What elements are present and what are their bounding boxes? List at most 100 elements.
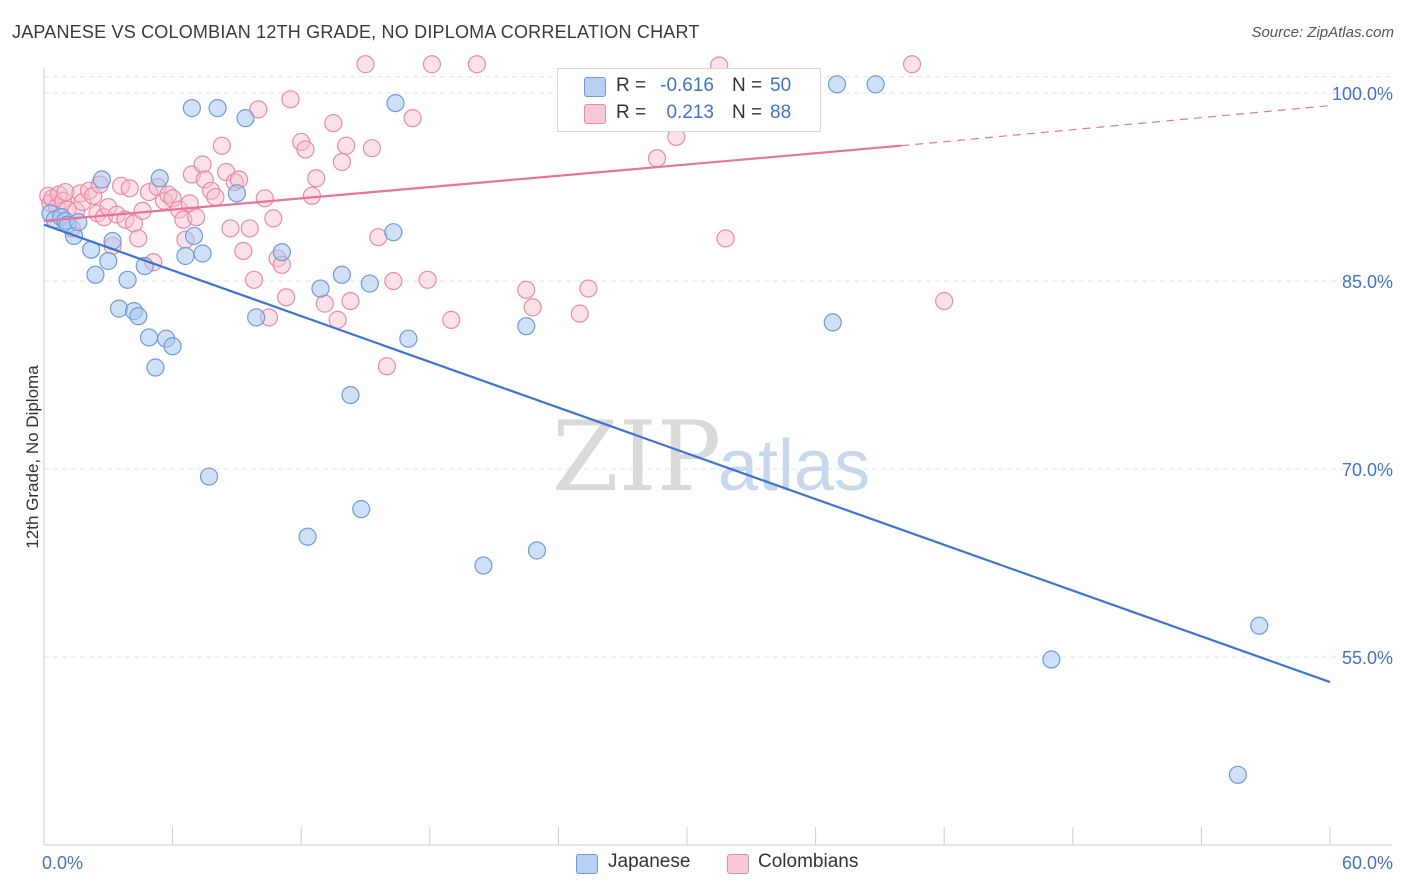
colombians-point (467, 55, 487, 74)
colombians-point (332, 152, 352, 172)
watermark-atlas: atlas (718, 426, 870, 506)
colombians-point (234, 241, 253, 261)
colombians-point (187, 208, 206, 227)
colombians-point (935, 292, 954, 311)
colombians-point (193, 155, 212, 174)
chart-title: JAPANESE VS COLOMBIAN 12TH GRADE, NO DIP… (12, 22, 700, 42)
japanese-point (182, 99, 201, 118)
colombians-point (277, 288, 296, 307)
japanese-point (360, 274, 379, 293)
japanese-point (176, 246, 195, 266)
japanese-point (199, 467, 219, 486)
japanese-point (247, 308, 266, 327)
japanese-point (341, 385, 360, 405)
x-tick-label: 60.0% (1342, 853, 1393, 873)
colombians-point (315, 294, 334, 313)
japanese-point (311, 279, 330, 298)
japanese-point (386, 93, 405, 113)
colombians-trendline-extension (901, 104, 1331, 147)
colombians-point (240, 219, 259, 238)
colombians-point (579, 279, 598, 298)
japanese-point (139, 328, 159, 347)
colombians-point (206, 187, 225, 207)
colombians-point (129, 229, 148, 248)
colombians-point (244, 270, 264, 289)
bottom-legend-swatch-japanese (576, 854, 598, 874)
japanese-point (384, 223, 403, 242)
colombians-point (281, 90, 300, 109)
japanese-point (184, 226, 204, 246)
colombians-point (212, 136, 231, 155)
legend-n-value: 50 (770, 75, 792, 96)
japanese-point (208, 99, 227, 118)
tick-labels: 55.0% 70.0% 85.0% 100.0% 0.0% 60.0% (42, 84, 1393, 873)
colombians-point (384, 271, 403, 291)
colombians-point (195, 170, 214, 189)
japanese-point (399, 329, 418, 348)
colombians-point (116, 210, 135, 229)
japanese-point (129, 307, 148, 326)
colombians-point (120, 179, 139, 198)
japanese-point (298, 527, 317, 546)
japanese-point (92, 170, 111, 189)
colombians-point (139, 182, 159, 202)
colombians-point (249, 100, 268, 119)
colombians-point (356, 55, 375, 74)
colombians-point (523, 298, 542, 317)
colombians-point (255, 189, 274, 208)
japanese-trendline (43, 223, 1331, 684)
colombians-point (369, 228, 388, 247)
colombians-point (570, 304, 589, 323)
japanese-point (474, 556, 493, 575)
bottom-legend-swatch-colombians (727, 854, 749, 874)
legend-swatch-colombians (584, 104, 606, 124)
japanese-point (86, 265, 105, 284)
source-label: Source: ZipAtlas.com (1251, 24, 1394, 41)
legend-r-value: -0.616 (660, 75, 714, 96)
colombians-point (403, 109, 422, 128)
japanese-point (527, 541, 547, 560)
japanese-point (352, 500, 371, 519)
colombians-point (163, 189, 182, 208)
bottom-legend-label: Colombians (758, 851, 859, 872)
colombians-point (324, 114, 343, 133)
japanese-point (236, 109, 255, 128)
colombians-point (517, 280, 536, 299)
y-tick-label: 70.0% (1342, 460, 1393, 480)
colombians-point (124, 214, 144, 233)
colombians-point (647, 149, 667, 168)
colombians-point (221, 219, 240, 238)
y-tick-label: 55.0% (1342, 648, 1393, 668)
colombians-point (337, 136, 356, 155)
legend-swatch-japanese (584, 77, 606, 97)
y-tick-label: 85.0% (1342, 272, 1393, 292)
japanese-point (118, 270, 137, 289)
colombians-point (84, 186, 103, 205)
colombians-point (902, 55, 922, 74)
colombians-point (307, 169, 326, 188)
japanese-point (146, 358, 165, 377)
japanese-point (109, 299, 129, 318)
x-tick-label: 0.0% (42, 853, 83, 873)
legend-r-label: R = (616, 102, 647, 123)
colombians-point (422, 55, 442, 74)
legend-row-colombians: R = 0.213 N = 88 (558, 101, 820, 127)
japanese-point (1228, 765, 1247, 784)
legend-row-japanese: R = -0.616 N = 50 (558, 74, 820, 100)
japanese-point (827, 75, 847, 94)
japanese-point (866, 75, 885, 94)
japanese-point (517, 317, 536, 336)
legend-n-value: 88 (770, 102, 792, 123)
colombians-point (296, 140, 315, 159)
colombians-point (418, 270, 437, 289)
japanese-point (1042, 650, 1061, 669)
japanese-point (227, 184, 246, 203)
legend-r-value: 0.213 (666, 102, 714, 123)
colombians-point (442, 310, 461, 329)
trendlines (43, 104, 1331, 684)
colombians-point (56, 182, 75, 202)
japanese-point (1250, 616, 1269, 635)
legend-r-label: R = (616, 75, 647, 96)
gridlines (44, 76, 1392, 658)
